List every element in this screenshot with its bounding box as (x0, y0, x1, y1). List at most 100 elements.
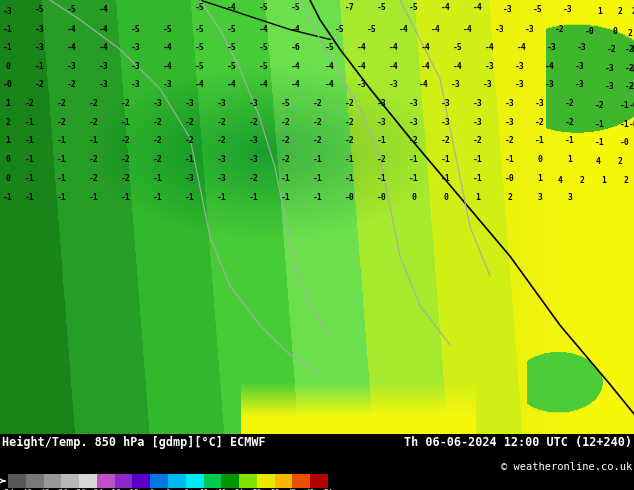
Text: -3: -3 (441, 99, 451, 108)
Text: -1: -1 (153, 193, 163, 201)
Text: -2: -2 (345, 136, 355, 146)
Text: -3: -3 (389, 80, 399, 89)
Text: 0: 0 (6, 155, 10, 164)
Text: -2: -2 (217, 118, 227, 127)
Text: -2: -2 (121, 136, 131, 146)
Text: -4: -4 (163, 62, 173, 71)
Text: -5: -5 (453, 43, 463, 52)
Text: -2: -2 (153, 136, 163, 146)
Text: 2: 2 (618, 157, 623, 166)
Text: -4: -4 (259, 25, 269, 34)
Text: -3: -3 (131, 62, 141, 71)
Bar (115, 474, 133, 488)
Text: -0: -0 (629, 101, 634, 110)
Text: -5: -5 (131, 25, 141, 34)
Text: -4: -4 (517, 43, 527, 52)
Text: 1: 1 (6, 99, 10, 108)
Bar (310, 474, 328, 488)
Text: 30: 30 (252, 489, 261, 490)
Text: -3: -3 (451, 80, 461, 89)
Text: -5: -5 (281, 99, 291, 108)
Text: 1: 1 (476, 193, 481, 201)
Text: -1: -1 (25, 118, 35, 127)
Text: 6: 6 (183, 489, 188, 490)
Text: 2: 2 (618, 7, 623, 16)
Text: -4: -4 (291, 80, 301, 89)
Text: -3: -3 (249, 99, 259, 108)
Text: -2: -2 (89, 155, 99, 164)
Text: -5: -5 (227, 62, 237, 71)
Text: 1: 1 (602, 176, 607, 185)
Text: -1: -1 (25, 193, 35, 201)
Text: -0: -0 (345, 193, 355, 201)
Text: -42: -42 (37, 489, 51, 490)
Text: -2: -2 (345, 118, 355, 127)
Text: -4: -4 (431, 25, 441, 34)
Text: -4: -4 (389, 62, 399, 71)
Text: -2: -2 (473, 136, 483, 146)
Text: -3: -3 (545, 80, 555, 89)
Text: -4: -4 (389, 43, 399, 52)
Text: -1: -1 (313, 155, 323, 164)
Text: 2: 2 (631, 7, 634, 16)
Text: 0: 0 (444, 193, 448, 201)
Text: -3: -3 (605, 82, 615, 91)
Text: -2: -2 (629, 64, 634, 73)
Text: 2: 2 (6, 118, 10, 127)
Text: -2: -2 (625, 64, 634, 73)
Text: -4: -4 (99, 43, 109, 52)
Text: -5: -5 (533, 5, 543, 14)
Text: -2: -2 (625, 45, 634, 54)
Text: -4: -4 (357, 62, 367, 71)
Text: -1: -1 (505, 155, 515, 164)
Text: -3: -3 (473, 118, 483, 127)
Text: -0: -0 (505, 174, 515, 183)
Text: -1: -1 (409, 155, 419, 164)
Text: -3: -3 (485, 62, 495, 71)
Text: 0: 0 (411, 193, 417, 201)
Text: -54: -54 (1, 489, 15, 490)
Text: -3: -3 (575, 62, 585, 71)
Text: -5: -5 (259, 62, 269, 71)
Text: -3: -3 (575, 80, 585, 89)
Text: -2: -2 (121, 155, 131, 164)
Text: -3: -3 (505, 99, 515, 108)
Text: -3: -3 (185, 174, 195, 183)
Bar (133, 474, 150, 488)
Text: -1: -1 (441, 155, 451, 164)
Text: 36: 36 (270, 489, 280, 490)
Text: -4: -4 (325, 62, 335, 71)
Text: -2: -2 (57, 118, 67, 127)
Text: -2: -2 (505, 136, 515, 146)
Text: -2: -2 (249, 174, 259, 183)
Text: -4: -4 (545, 62, 555, 71)
Text: -2: -2 (607, 45, 617, 54)
Text: -2: -2 (89, 99, 99, 108)
Text: -1: -1 (185, 193, 195, 201)
Text: -2: -2 (535, 118, 545, 127)
Text: -2: -2 (153, 118, 163, 127)
Text: -0: -0 (629, 67, 634, 75)
Text: -1: -1 (535, 136, 545, 146)
Text: -4: -4 (227, 80, 237, 89)
Text: -2: -2 (281, 118, 291, 127)
Text: -3: -3 (495, 25, 505, 34)
Text: -1: -1 (313, 193, 323, 201)
Text: -3: -3 (505, 118, 515, 127)
Text: -1: -1 (473, 155, 483, 164)
Text: 1: 1 (6, 136, 10, 146)
Text: -3: -3 (525, 25, 535, 34)
Text: -5: -5 (195, 62, 205, 71)
Bar (186, 474, 204, 488)
Text: -2: -2 (249, 118, 259, 127)
Text: -5: -5 (377, 3, 387, 12)
Text: -3: -3 (163, 80, 173, 89)
Text: -5: -5 (195, 3, 205, 12)
Text: -1: -1 (441, 174, 451, 183)
Text: 12: 12 (199, 489, 208, 490)
Text: -2: -2 (281, 155, 291, 164)
Text: -1: -1 (89, 136, 99, 146)
Text: -4: -4 (357, 43, 367, 52)
Text: -2: -2 (185, 136, 195, 146)
Text: 3: 3 (538, 193, 543, 201)
